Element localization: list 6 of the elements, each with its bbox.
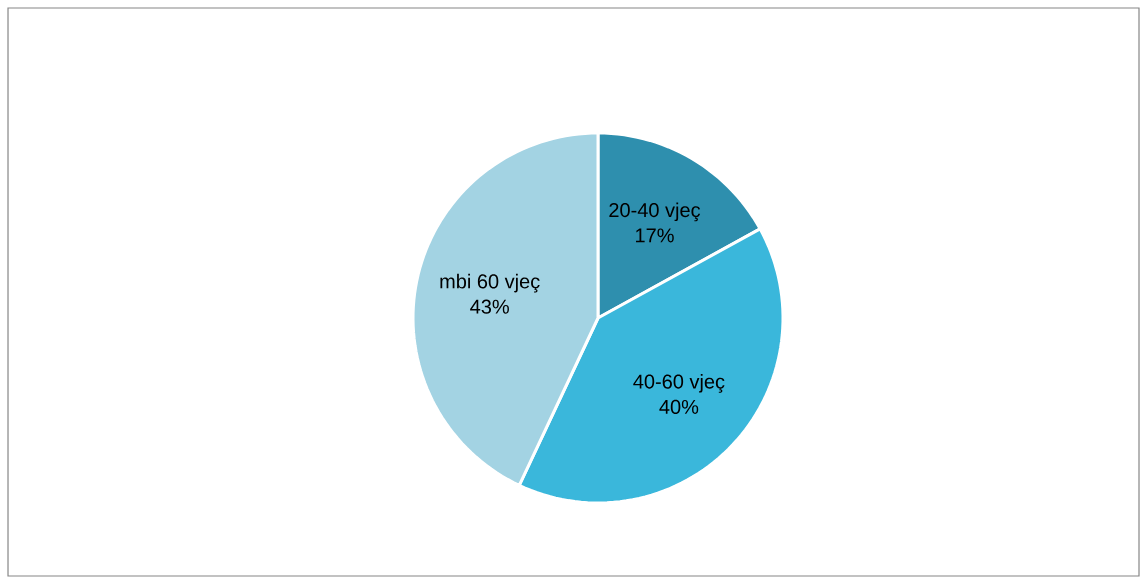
slice-label: mbi 60 vjeç [440,273,540,293]
data-label: 43% [470,299,509,314]
slice-label: 20-40 vjeç [609,202,701,222]
slice-label: 40-60 vjeç [633,373,725,393]
data-label: 40% [659,399,699,414]
data-label: 17% [636,228,674,243]
